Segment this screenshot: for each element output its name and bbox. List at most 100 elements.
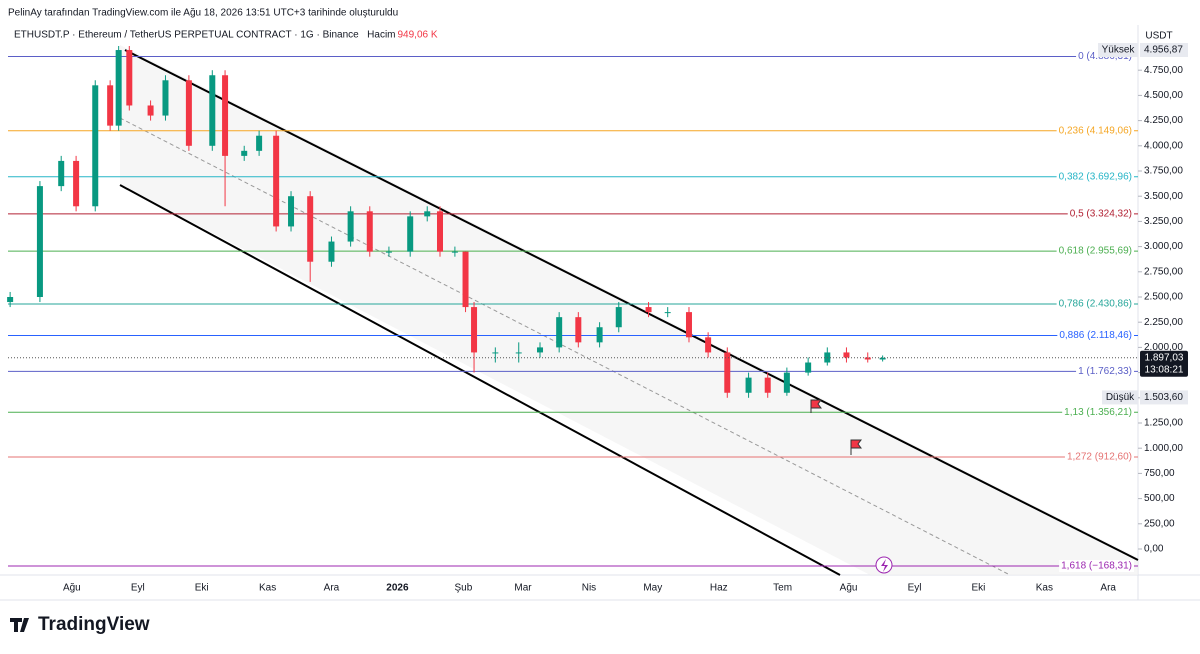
candle-body xyxy=(58,160,65,187)
flag xyxy=(850,439,862,455)
high-name-box xyxy=(1098,43,1138,57)
flag xyxy=(810,399,822,413)
candle-body xyxy=(864,357,871,360)
y-tick-label: 500,00 xyxy=(1144,493,1175,504)
candle-body xyxy=(424,211,431,217)
y-tick-label: 750,00 xyxy=(1144,468,1175,479)
y-tick-label: 3.000,00 xyxy=(1144,241,1183,252)
fib-label-bg xyxy=(1056,297,1134,310)
x-tick-label: Tem xyxy=(773,583,792,594)
candle-body xyxy=(241,150,248,156)
low-name-box xyxy=(1102,390,1138,405)
fib-label: 1,13 (1.356,21) xyxy=(1064,407,1132,418)
last-price-box xyxy=(1140,350,1188,377)
x-tick-label: Ara xyxy=(324,583,340,594)
candle-body xyxy=(73,160,80,207)
fib-label: 0,886 (2.118,46) xyxy=(1059,330,1132,341)
fib-label-bg xyxy=(1059,559,1134,572)
fib-label-bg xyxy=(1064,451,1134,464)
candle-body xyxy=(664,312,671,314)
fib-label: 1,272 (912,60) xyxy=(1067,452,1132,463)
x-tick-label: Eyl xyxy=(131,583,145,594)
channel-upper xyxy=(124,49,1139,561)
high-name: Yüksek xyxy=(1102,45,1136,56)
fib-label-bg xyxy=(1067,207,1134,220)
x-tick-label: Mar xyxy=(514,583,532,594)
candle-body xyxy=(147,105,154,116)
y-tick-label: 4.500,00 xyxy=(1144,90,1183,101)
fib-label: 1,618 (−168,31) xyxy=(1061,561,1132,572)
candle-body xyxy=(783,372,790,393)
candle-body xyxy=(107,85,114,126)
x-tick-label: 2026 xyxy=(386,583,409,594)
y-tick-label: 2.750,00 xyxy=(1144,266,1183,277)
y-tick-label: 3.250,00 xyxy=(1144,216,1183,227)
candle-body xyxy=(596,327,603,343)
channel-fill xyxy=(120,45,1138,575)
candle-body xyxy=(879,357,886,360)
fib-label-bg xyxy=(1057,329,1134,342)
candle-body xyxy=(185,80,192,146)
y-tick-label: 1.000,00 xyxy=(1144,443,1183,454)
price-unit: USDT xyxy=(1145,31,1172,42)
y-tick-label: 2.250,00 xyxy=(1144,317,1183,328)
fib-label-bg xyxy=(1056,124,1134,137)
candle-body xyxy=(126,50,133,106)
x-tick-label: Ağu xyxy=(63,583,81,594)
y-tick-label: 4.000,00 xyxy=(1144,140,1183,151)
caption: PelinAy tarafından TradingView.com ile A… xyxy=(8,8,398,19)
candle-body xyxy=(556,317,563,348)
fib-label: 0,236 (4.149,06) xyxy=(1059,125,1132,136)
y-tick-label: 250,00 xyxy=(1144,518,1175,529)
candle-body xyxy=(92,85,99,207)
x-tick-label: Ara xyxy=(1100,583,1116,594)
volume: 949,06 K xyxy=(398,30,438,41)
y-tick-label: 0,00 xyxy=(1144,544,1164,555)
candle-body xyxy=(645,307,652,313)
x-tick-label: Ağu xyxy=(840,583,858,594)
candle-body xyxy=(256,135,263,151)
candle-body xyxy=(462,251,469,308)
x-tick-label: Eyl xyxy=(908,583,922,594)
high-box xyxy=(1140,43,1188,57)
candle-body xyxy=(7,296,14,303)
x-tick-label: Eki xyxy=(971,583,985,594)
y-tick-label: 2.000,00 xyxy=(1144,342,1183,353)
y-tick-label: 2.500,00 xyxy=(1144,292,1183,303)
candle-body xyxy=(515,352,522,354)
candle-body xyxy=(537,347,544,353)
fib-label: 1 (1.762,33) xyxy=(1078,366,1132,377)
x-tick-label: Haz xyxy=(710,583,728,594)
candle-body xyxy=(273,135,280,227)
y-tick-label: 3.750,00 xyxy=(1144,166,1183,177)
candle-body xyxy=(115,50,122,126)
candle-body xyxy=(328,241,335,262)
fib-label-bg xyxy=(1062,406,1134,419)
candle-body xyxy=(575,317,582,343)
symbol-row: ETHUSDT.P · Ethereum / TetherUS PERPETUA… xyxy=(14,30,438,41)
channel-lower xyxy=(119,184,841,576)
logo: TradingView xyxy=(10,614,150,635)
x-tick-label: Nis xyxy=(582,583,596,594)
fib-label: 0,618 (2.955,69) xyxy=(1059,246,1132,257)
candle-body xyxy=(36,186,43,297)
y-tick-label: 1.250,00 xyxy=(1144,418,1183,429)
fib-label-bg xyxy=(1076,365,1134,378)
x-tick-label: Kas xyxy=(259,583,276,594)
candle-body xyxy=(347,211,354,242)
x-tick-label: Kas xyxy=(1036,583,1053,594)
fib-label: 0,5 (3.324,32) xyxy=(1070,209,1132,220)
countdown: 13:08:21 xyxy=(1145,364,1184,375)
low-box xyxy=(1140,390,1188,405)
candle-body xyxy=(288,196,295,227)
candle-body xyxy=(745,377,752,393)
candle-body xyxy=(685,312,692,338)
channel-mid xyxy=(119,117,1011,576)
candle-body xyxy=(209,75,216,146)
candle-body xyxy=(366,211,373,252)
low-label: 1.503,60 xyxy=(1144,392,1183,403)
y-tick-label: 4.750,00 xyxy=(1144,65,1183,76)
candle-body xyxy=(492,352,499,354)
fib-label: 0,786 (2.430,86) xyxy=(1059,299,1132,310)
